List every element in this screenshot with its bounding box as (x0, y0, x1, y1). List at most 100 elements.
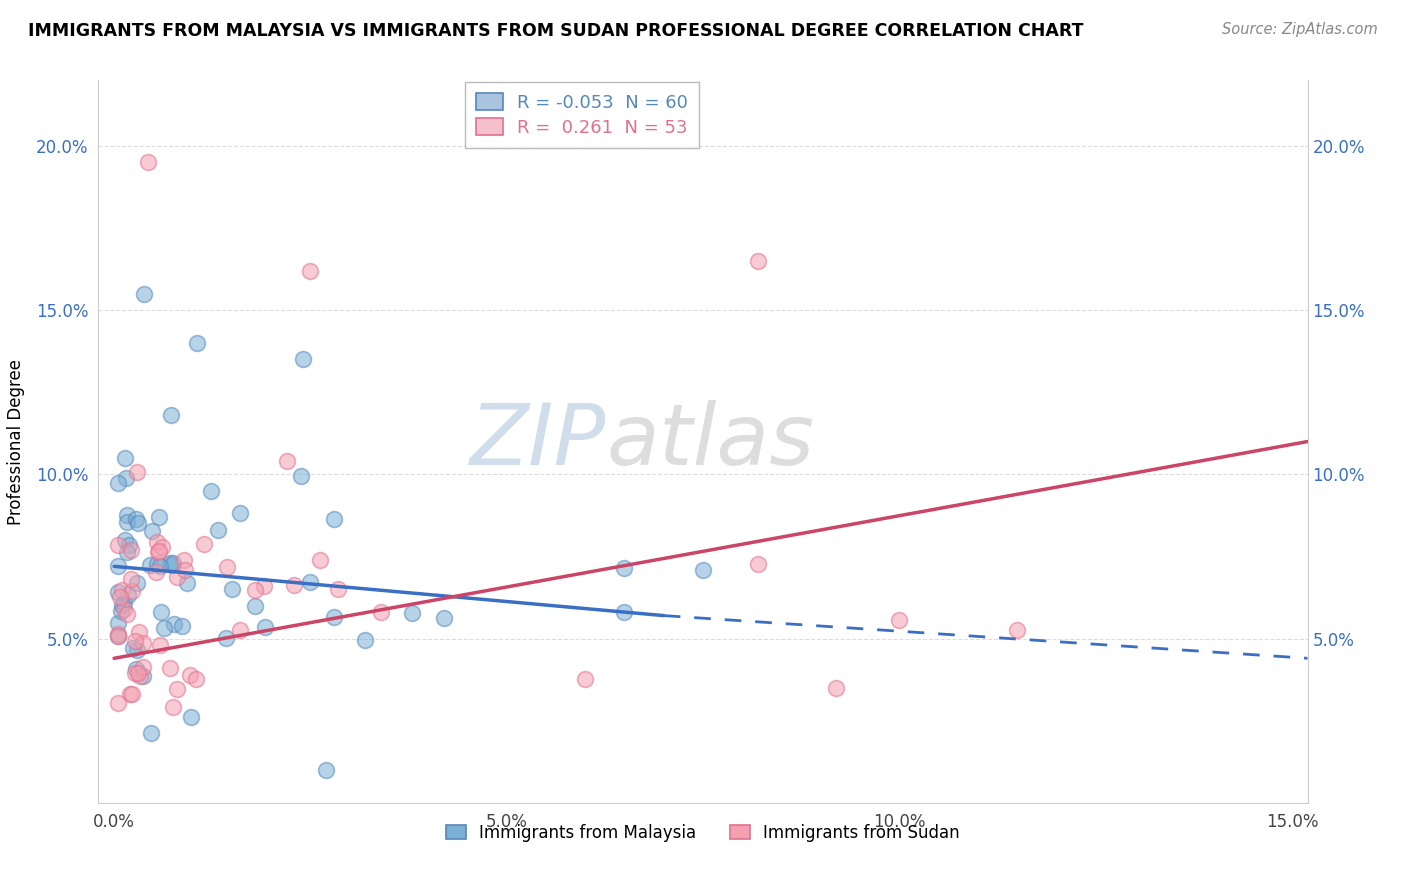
Point (132, 286, 155, 301)
Point (299, 264, 322, 278)
Point (160, 558, 183, 572)
Point (115, 508, 138, 522)
Point (328, 582, 350, 597)
Point (115, 515, 138, 529)
Point (149, 605, 172, 619)
Point (107, 615, 129, 630)
Point (107, 558, 129, 573)
Point (114, 533, 136, 547)
Point (146, 534, 169, 549)
Point (315, 763, 337, 777)
Text: atlas: atlas (606, 400, 814, 483)
Point (299, 575, 322, 590)
Point (129, 669, 152, 683)
Point (825, 681, 848, 695)
Point (173, 553, 195, 567)
Point (229, 506, 252, 520)
Point (148, 543, 170, 558)
Point (146, 545, 169, 559)
Text: ZIP: ZIP (470, 400, 606, 483)
Point (111, 598, 134, 612)
Point (125, 643, 148, 657)
Point (118, 688, 141, 702)
Point (132, 659, 155, 673)
Point (153, 621, 176, 635)
Point (125, 512, 148, 526)
Point (145, 565, 167, 579)
Point (253, 620, 276, 634)
Point (283, 578, 305, 592)
Point (162, 700, 184, 714)
Point (139, 726, 162, 740)
Point (166, 569, 188, 583)
Point (107, 696, 129, 710)
Point (120, 543, 142, 558)
Point (160, 409, 183, 423)
Point (354, 633, 377, 648)
Point (107, 629, 129, 643)
Point (179, 667, 201, 681)
Point (200, 484, 222, 499)
Point (115, 545, 138, 559)
Point (112, 602, 135, 616)
Point (370, 605, 392, 619)
Point (433, 610, 456, 624)
Point (107, 475, 129, 490)
Point (166, 681, 188, 696)
Point (162, 616, 184, 631)
Point (131, 636, 153, 650)
Point (108, 590, 131, 604)
Point (1005, 624, 1028, 638)
Point (127, 666, 149, 681)
Legend: Immigrants from Malaysia, Immigrants from Sudan: Immigrants from Malaysia, Immigrants fro… (440, 817, 966, 848)
Point (132, 669, 155, 683)
Point (245, 583, 267, 598)
Point (889, 613, 911, 627)
Point (124, 666, 146, 681)
Point (207, 523, 229, 537)
Y-axis label: Professional Degree: Professional Degree (7, 359, 25, 524)
Point (150, 540, 173, 554)
Point (290, 469, 312, 483)
Point (193, 537, 215, 551)
Point (172, 618, 194, 632)
Point (276, 453, 298, 467)
Point (141, 524, 163, 538)
Point (747, 253, 769, 268)
Point (117, 588, 139, 602)
Point (107, 538, 129, 552)
Point (159, 661, 181, 675)
Point (309, 553, 332, 567)
Point (125, 576, 148, 591)
Point (115, 607, 138, 621)
Point (174, 563, 197, 577)
Text: IMMIGRANTS FROM MALAYSIA VS IMMIGRANTS FROM SUDAN PROFESSIONAL DEGREE CORRELATIO: IMMIGRANTS FROM MALAYSIA VS IMMIGRANTS F… (28, 22, 1084, 40)
Point (747, 558, 769, 572)
Point (184, 672, 207, 686)
Text: Source: ZipAtlas.com: Source: ZipAtlas.com (1222, 22, 1378, 37)
Point (323, 512, 346, 526)
Point (221, 582, 243, 596)
Point (128, 624, 150, 639)
Point (186, 336, 208, 351)
Point (107, 629, 129, 643)
Point (613, 561, 636, 575)
Point (148, 509, 170, 524)
Point (323, 610, 346, 624)
Point (574, 672, 596, 686)
Point (107, 627, 129, 641)
Point (149, 638, 172, 652)
Point (121, 584, 143, 599)
Point (136, 155, 159, 169)
Point (114, 450, 136, 465)
Point (692, 564, 714, 578)
Point (115, 471, 138, 485)
Point (125, 465, 148, 479)
Point (112, 596, 135, 610)
Point (124, 634, 146, 648)
Point (149, 558, 172, 573)
Point (127, 516, 149, 531)
Point (401, 606, 423, 620)
Point (217, 559, 239, 574)
Point (159, 556, 181, 570)
